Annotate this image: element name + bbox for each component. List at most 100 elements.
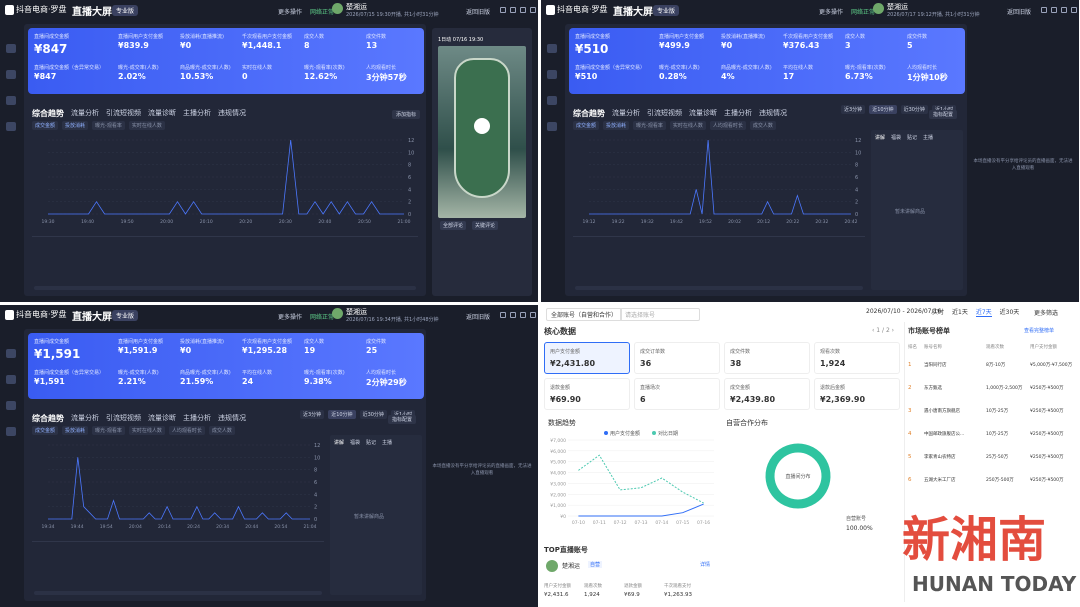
metric-value: 0.28%	[659, 72, 687, 81]
x-tick-label: 07-16	[697, 520, 710, 526]
metric-value: ¥510	[575, 72, 598, 81]
edition-badge: 专业版	[653, 5, 680, 16]
tab[interactable]: 引流短视频	[106, 414, 141, 422]
period-tab[interactable]: 近1天	[952, 309, 968, 316]
header-icon	[520, 7, 526, 13]
x-tick-label: 20:20	[239, 219, 252, 225]
market-cell: ¥250万-¥500万	[1030, 478, 1064, 483]
period-tab[interactable]: 实时	[932, 309, 945, 316]
tab[interactable]: 综合趋势	[32, 109, 64, 118]
tab[interactable]: 主播分析	[183, 414, 211, 422]
more-filter[interactable]: 更多筛选	[1034, 310, 1059, 317]
tab[interactable]: 违规情况	[218, 414, 246, 422]
config-button[interactable]: 添加指标	[392, 110, 421, 119]
metric-label: 平均在线人数	[783, 65, 814, 71]
period-tab[interactable]: 近7天	[975, 309, 992, 317]
back-button[interactable]: 返回旧版	[1007, 9, 1032, 16]
metric-card: 退款后金额 ¥2,369.90	[814, 378, 900, 410]
x-tick-label: 07-13	[634, 520, 647, 526]
comment-button[interactable]: 全部评论	[440, 221, 467, 230]
range-pill[interactable]: 近30分钟	[900, 105, 928, 114]
x-tick-label: 07-15	[676, 520, 689, 526]
header-icon	[1071, 7, 1077, 13]
top-name: 楚湘运	[562, 563, 581, 570]
top-tag: 自营	[588, 561, 603, 568]
tab[interactable]: 主播分析	[183, 109, 211, 117]
account-search[interactable]: 请选择账号	[620, 308, 700, 321]
comment-button[interactable]: 关键评论	[472, 221, 499, 230]
tab-bar: 综合趋势 流量分析 引流短视频 流量诊断 主播分析 违规情况	[32, 108, 246, 119]
tab[interactable]: 违规情况	[218, 109, 246, 117]
metric-label: 直播间成交金额	[575, 34, 611, 40]
explain-tab[interactable]: 讲解	[334, 440, 345, 446]
tab[interactable]: 引流短视频	[106, 109, 141, 117]
tab[interactable]: 流量分析	[71, 109, 99, 117]
top-action[interactable]: 详情	[700, 562, 711, 568]
config-button[interactable]: 指标配置	[929, 110, 958, 119]
period-tab[interactable]: 近30天	[999, 309, 1020, 316]
nav-icon	[6, 96, 16, 105]
explain-tab[interactable]: 主播	[382, 440, 393, 446]
market-cell: 当阳同行店	[924, 363, 947, 368]
tab[interactable]: 流量分析	[612, 109, 640, 117]
account-select[interactable]: 全部账号（自营和合作）	[546, 308, 623, 321]
explain-tab[interactable]: 贴记	[366, 440, 377, 446]
explain-tab[interactable]: 福袋	[350, 440, 361, 446]
tab[interactable]: 流量诊断	[689, 109, 717, 117]
pager[interactable]: ‹ 1 / 2 ›	[872, 327, 895, 334]
more-menu[interactable]: 更多操作	[278, 314, 303, 321]
y-tick-label: 12	[855, 138, 861, 144]
play-button	[474, 118, 490, 134]
metrics-card: 直播间成交金额 ¥1,591 直播间用户支付金额 ¥1,591.9 投放消耗(直播推流)…	[28, 333, 424, 399]
metric-value: 6.73%	[845, 72, 873, 81]
range-pill[interactable]: 近10分钟	[869, 105, 897, 114]
explain-tab[interactable]: 贴记	[907, 135, 918, 141]
market-link[interactable]: 查看完整榜单	[1024, 328, 1055, 334]
market-cell: 遇小唐南方旗舰店	[924, 409, 960, 414]
range-pill[interactable]: 近30分钟	[359, 410, 387, 419]
tab-bar: 综合趋势 流量分析 引流短视频 流量诊断 主播分析 违规情况	[32, 413, 246, 424]
more-menu[interactable]: 更多操作	[278, 9, 303, 16]
config-button[interactable]: 指标配置	[388, 415, 417, 424]
range-pill[interactable]: 近3分钟	[841, 105, 866, 114]
y-tick-label: 12	[408, 138, 414, 144]
empty-text: 暂未讲解商品	[354, 514, 385, 520]
page-title: 直播大屏	[72, 7, 112, 18]
timeline-area	[32, 541, 324, 593]
market-cell: 东方甄选	[924, 386, 942, 391]
tab-bar: 综合趋势 流量分析 引流短视频 流量诊断 主播分析 违规情况	[573, 108, 787, 119]
x-tick-label: 20:12	[757, 219, 770, 225]
y-tick-label: ¥3,000	[550, 481, 566, 487]
stat-value: ¥1,263.93	[664, 592, 692, 598]
tab[interactable]: 违规情况	[759, 109, 787, 117]
range-pill[interactable]: 近10分钟	[328, 410, 356, 419]
market-title: 市场账号榜单	[908, 327, 950, 335]
x-tick-label: 20:30	[279, 219, 292, 225]
range-pill[interactable]: 近3分钟	[300, 410, 325, 419]
tab[interactable]: 综合趋势	[573, 109, 605, 118]
distribution-title: 自营合作分布	[726, 419, 768, 427]
explain-tab[interactable]: 主播	[923, 135, 934, 141]
metric-label: 实时在线人数	[242, 65, 273, 71]
header-icon	[530, 312, 536, 318]
metric-value: 24	[242, 377, 254, 386]
header-icon	[510, 312, 516, 318]
more-menu[interactable]: 更多操作	[819, 9, 844, 16]
legend-item: 实时在线人数	[128, 121, 165, 130]
market-cell: 8万-10万	[986, 363, 1006, 368]
explain-tab[interactable]: 讲解	[875, 135, 886, 141]
nav-icon	[6, 44, 16, 53]
tab[interactable]: 综合趋势	[32, 414, 64, 423]
tab[interactable]: 流量分析	[71, 414, 99, 422]
back-button[interactable]: 返回旧版	[466, 314, 491, 321]
back-button[interactable]: 返回旧版	[466, 9, 491, 16]
metric-card: 成交件数 38	[724, 342, 810, 374]
market-divider	[904, 322, 905, 602]
y-tick-label: 12	[314, 443, 320, 449]
explain-tab[interactable]: 福袋	[891, 135, 902, 141]
tab[interactable]: 流量诊断	[148, 109, 176, 117]
tab[interactable]: 主播分析	[724, 109, 752, 117]
header-icon	[500, 312, 506, 318]
tab[interactable]: 流量诊断	[148, 414, 176, 422]
tab[interactable]: 引流短视频	[647, 109, 682, 117]
